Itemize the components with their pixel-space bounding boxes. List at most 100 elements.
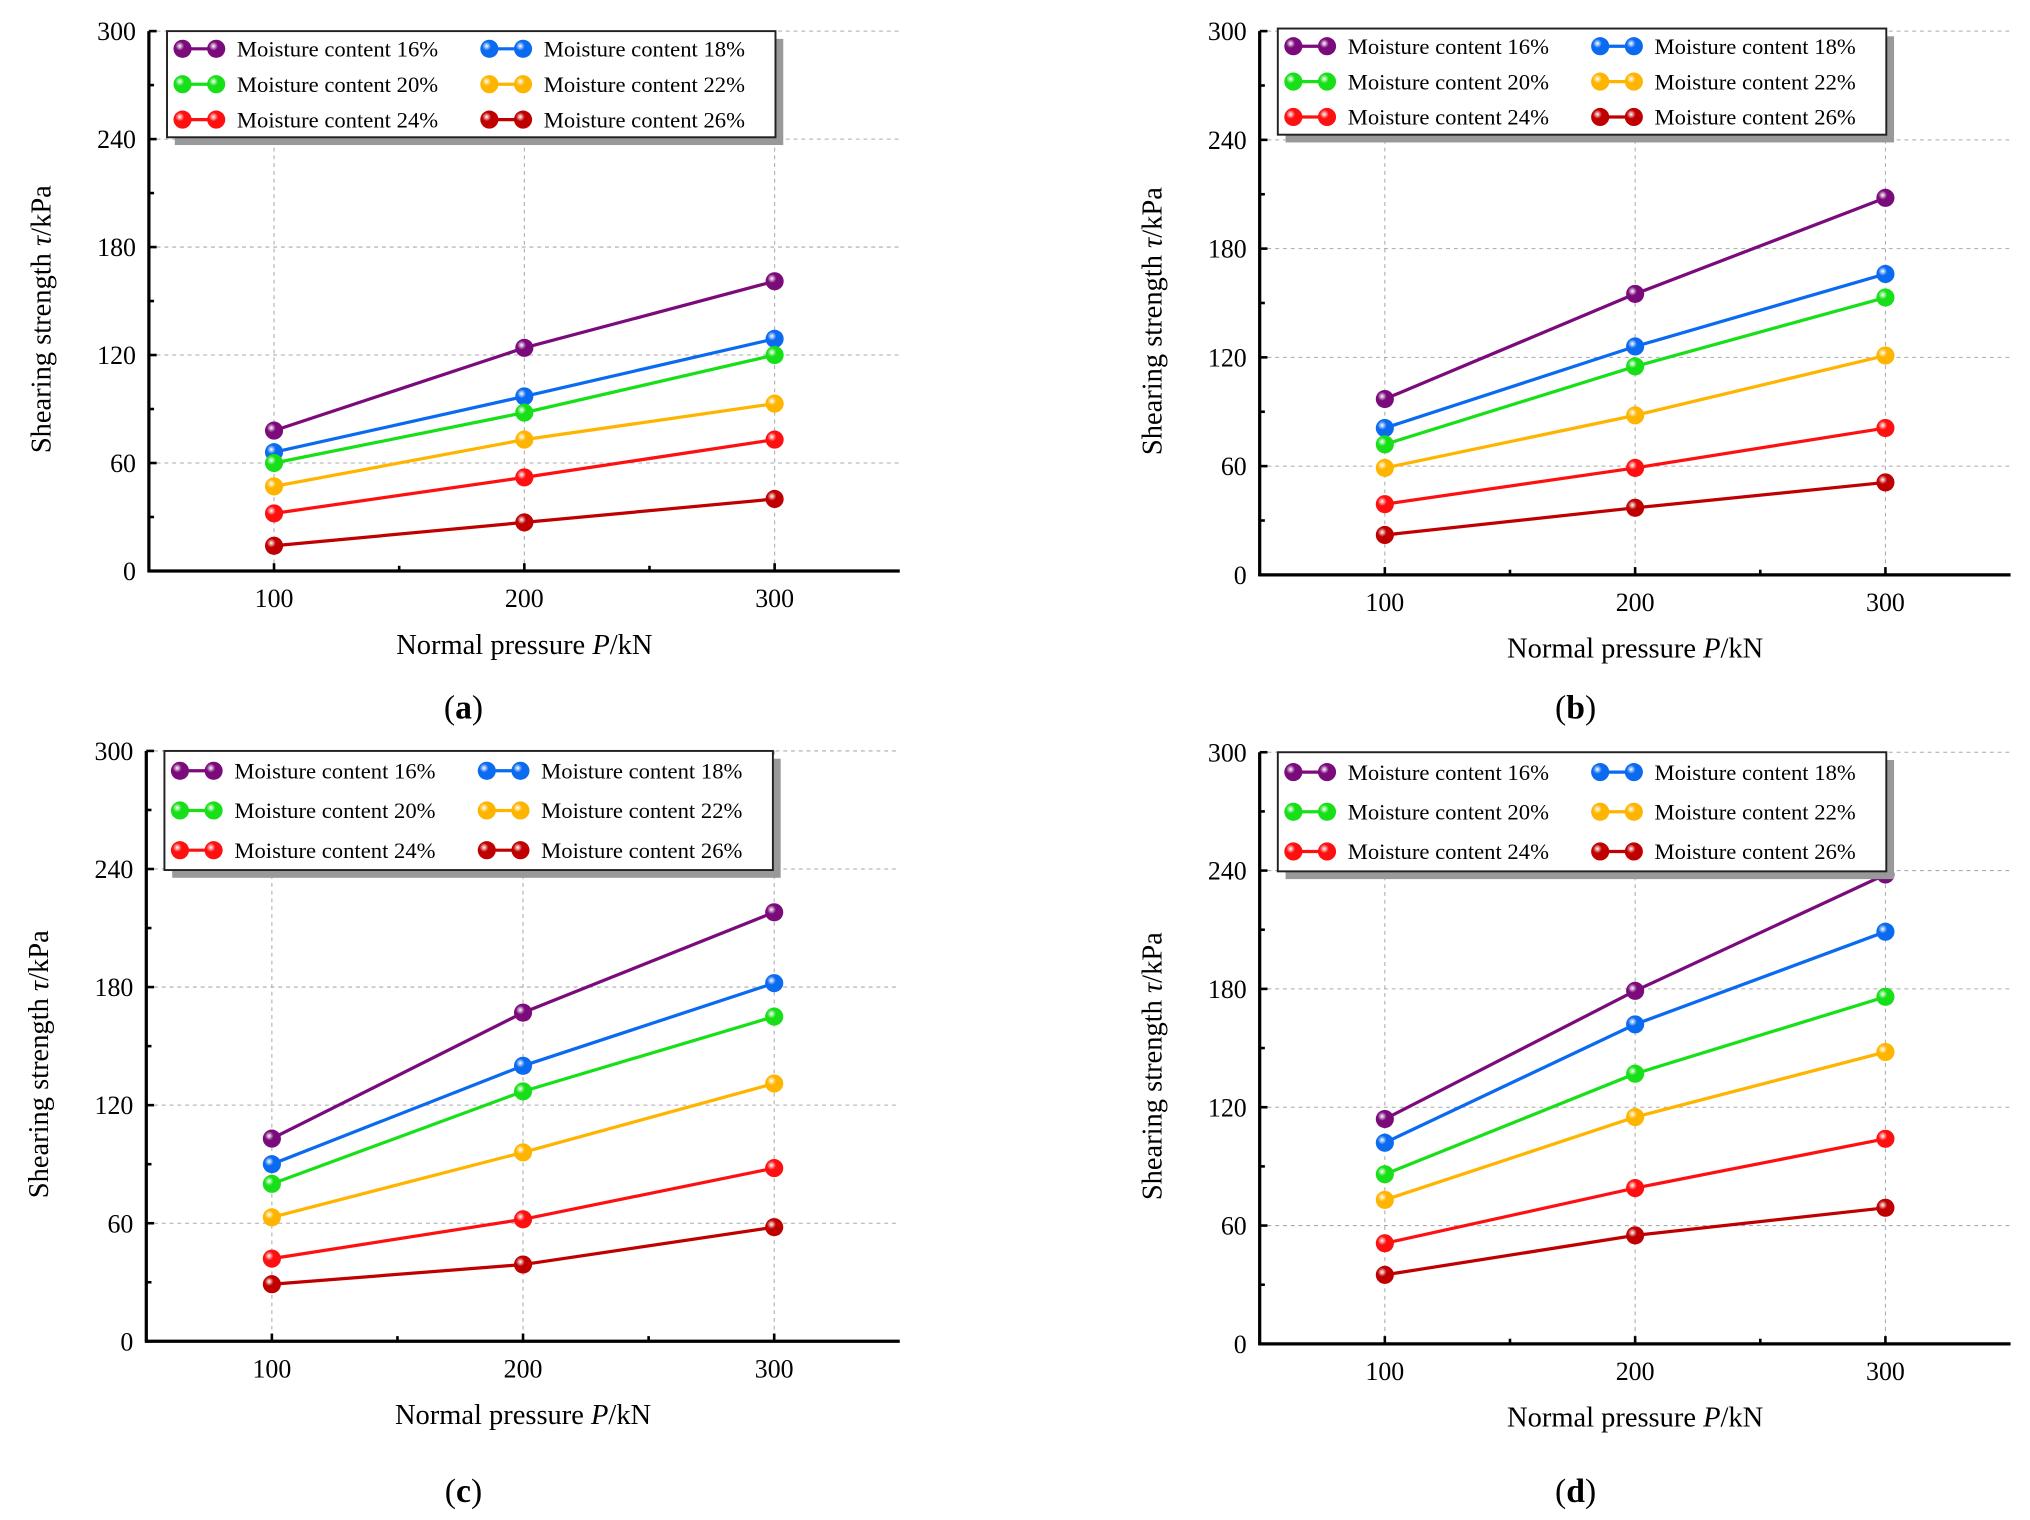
legend-label: Moisture content 26% bbox=[1655, 839, 1856, 864]
data-point bbox=[1626, 458, 1645, 477]
x-tick-label: 300 bbox=[1866, 1357, 1905, 1386]
data-point bbox=[262, 1275, 281, 1294]
data-point bbox=[1626, 1064, 1645, 1083]
y-axis-title-unit: /kPa bbox=[26, 185, 57, 236]
data-point bbox=[765, 903, 784, 922]
series-24 bbox=[1375, 1129, 1895, 1253]
series-22 bbox=[264, 394, 784, 496]
data-point bbox=[515, 513, 534, 532]
x-axis-title-unit: /kN bbox=[1721, 634, 1764, 665]
x-axis-title-prefix: Normal pressure bbox=[396, 630, 592, 661]
legend-marker bbox=[1317, 37, 1337, 56]
series-26 bbox=[1375, 1198, 1895, 1284]
legend-label: Moisture content 26% bbox=[541, 838, 742, 863]
legend-marker bbox=[170, 801, 190, 820]
x-tick-label: 100 bbox=[1365, 1357, 1404, 1386]
legend-marker bbox=[1591, 802, 1610, 821]
data-point bbox=[1375, 495, 1394, 514]
legend-box bbox=[1276, 751, 1888, 873]
legend-item: Moisture content 16% bbox=[173, 37, 438, 62]
legend-label: Moisture content 16% bbox=[234, 759, 435, 784]
legend-item: Moisture content 18% bbox=[1591, 760, 1856, 785]
legend-marker bbox=[1624, 37, 1643, 56]
legend-marker bbox=[1591, 107, 1610, 127]
x-tick-label: 200 bbox=[505, 584, 544, 613]
data-point bbox=[1876, 1198, 1895, 1217]
y-tick-label: 180 bbox=[97, 233, 136, 262]
legend-marker bbox=[204, 801, 223, 820]
legend-marker bbox=[513, 75, 533, 94]
legend-marker bbox=[173, 110, 192, 129]
data-point bbox=[513, 1255, 533, 1274]
legend-box bbox=[166, 30, 777, 139]
legend-marker bbox=[207, 110, 226, 129]
data-point bbox=[262, 1249, 281, 1268]
legend-marker bbox=[1284, 72, 1303, 91]
x-axis-title-unit: /kN bbox=[608, 1400, 651, 1431]
y-axis-title: Shearing strength τ/kPa bbox=[24, 930, 55, 1198]
series-20 bbox=[1375, 288, 1895, 454]
legend-label: Moisture content 24% bbox=[1348, 105, 1549, 130]
data-point bbox=[1876, 922, 1895, 941]
data-point bbox=[765, 1007, 784, 1026]
series-16 bbox=[264, 272, 784, 440]
data-point bbox=[264, 421, 284, 440]
legend-marker bbox=[480, 110, 499, 129]
x-axis-title-unit: /kN bbox=[610, 630, 653, 661]
series-16 bbox=[262, 903, 784, 1148]
data-point bbox=[262, 1208, 281, 1227]
series-24 bbox=[264, 430, 784, 523]
legend-label: Moisture content 20% bbox=[1348, 800, 1549, 825]
x-tick-label: 300 bbox=[755, 584, 794, 613]
data-point bbox=[1626, 498, 1645, 517]
series-18 bbox=[262, 974, 784, 1174]
legend-label: Moisture content 24% bbox=[1348, 839, 1549, 864]
panel-label-close: ) bbox=[472, 690, 483, 727]
legend-marker bbox=[1317, 72, 1337, 91]
legend-marker bbox=[1591, 72, 1610, 91]
legend-marker bbox=[1284, 37, 1303, 56]
legend-label: Moisture content 24% bbox=[237, 107, 438, 132]
data-point bbox=[1876, 1042, 1895, 1062]
legend-label: Moisture content 24% bbox=[234, 838, 435, 863]
data-point bbox=[1626, 1179, 1645, 1198]
y-tick-label: 300 bbox=[1208, 17, 1247, 46]
data-point bbox=[515, 403, 534, 422]
legend-marker bbox=[1624, 802, 1643, 821]
y-axis-title-prefix: Shearing strength bbox=[26, 246, 57, 453]
legend-item: Moisture content 18% bbox=[480, 37, 745, 62]
legend-marker bbox=[1317, 107, 1337, 127]
legend-label: Moisture content 22% bbox=[1655, 800, 1856, 825]
legend-item: Moisture content 20% bbox=[1284, 800, 1549, 825]
data-point bbox=[1375, 1165, 1394, 1184]
data-point bbox=[765, 1159, 784, 1178]
data-point bbox=[1876, 418, 1895, 438]
series-18 bbox=[264, 329, 784, 462]
legend-item: Moisture content 24% bbox=[1284, 105, 1549, 130]
panel-label-open: ( bbox=[1555, 1473, 1566, 1510]
panel-label-close: ) bbox=[471, 1473, 482, 1510]
legend-marker bbox=[511, 801, 530, 820]
y-tick-label: 60 bbox=[1221, 1212, 1247, 1241]
x-axis-title: Normal pressure P/kN bbox=[395, 1400, 651, 1431]
y-tick-label: 180 bbox=[1208, 975, 1247, 1004]
data-point bbox=[262, 1174, 281, 1193]
legend-marker bbox=[1284, 842, 1303, 861]
legend-item: Moisture content 20% bbox=[170, 798, 436, 823]
x-tick-label: 300 bbox=[1866, 588, 1905, 617]
y-axis-title: Shearing strength τ/kPa bbox=[1137, 187, 1168, 455]
series-16 bbox=[1375, 188, 1895, 409]
legend-label: Moisture content 22% bbox=[544, 72, 745, 97]
x-axis-title-prefix: Normal pressure bbox=[1507, 1403, 1703, 1434]
y-tick-label: 60 bbox=[110, 449, 136, 478]
x-tick-label: 200 bbox=[1616, 1357, 1655, 1386]
data-point bbox=[1876, 987, 1895, 1006]
y-tick-label: 120 bbox=[1208, 1093, 1247, 1122]
data-point bbox=[1626, 284, 1645, 303]
data-point bbox=[765, 430, 784, 449]
x-axis-title-var: P bbox=[591, 630, 609, 661]
y-tick-label: 300 bbox=[1208, 738, 1247, 767]
panel-label-letter: d bbox=[1566, 1473, 1585, 1510]
data-point bbox=[1375, 525, 1394, 545]
chart-panel-a: 0 60 120 180 240 300 100 200 300 Normal pressure … bbox=[26, 17, 900, 727]
